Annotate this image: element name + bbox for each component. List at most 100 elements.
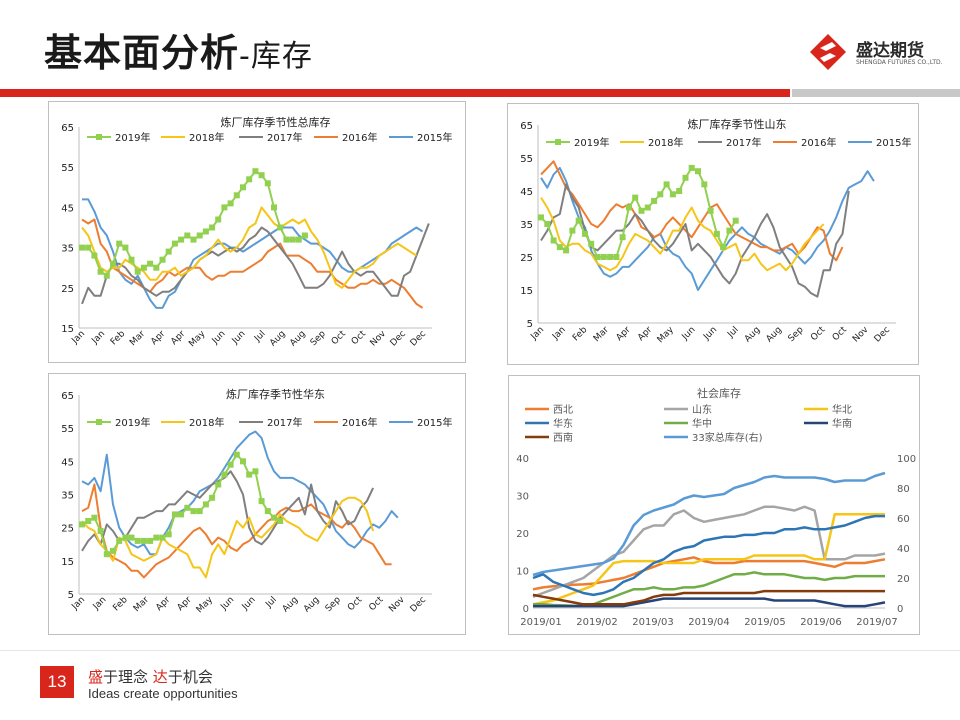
chart-panel-huadong: 炼厂库存季节性华东 5 15 25 35 45 55 65 Jan Jan Feb Mar Apr Apr… bbox=[48, 373, 466, 635]
y-tick-label: 25 bbox=[520, 253, 533, 264]
series-line-2016年 bbox=[81, 218, 424, 309]
series-line-2018年 bbox=[81, 206, 417, 289]
y-tick-label: 55 bbox=[61, 163, 74, 174]
series-line-2016年 bbox=[81, 483, 392, 579]
x-tick-label: 2019/06 bbox=[800, 617, 842, 628]
slogan-en: Ideas create opportunities bbox=[88, 686, 238, 701]
x-tick-label: Nov bbox=[387, 595, 407, 615]
x-tick-label: Aug bbox=[281, 595, 301, 615]
data-point bbox=[190, 236, 197, 243]
x-tick-label: Sep bbox=[324, 595, 343, 614]
y-tick-label: 65 bbox=[61, 391, 74, 402]
data-point bbox=[128, 534, 135, 541]
logo-text-en: SHENGDA FUTURES CO.,LTD. bbox=[856, 59, 943, 66]
x-tick-label: Aug bbox=[743, 325, 763, 345]
data-point bbox=[258, 498, 265, 505]
x-tick-label: Feb bbox=[111, 595, 130, 614]
x-tick-label: Apr bbox=[176, 595, 194, 613]
data-point bbox=[588, 240, 595, 247]
data-point bbox=[110, 547, 116, 554]
data-point bbox=[140, 264, 147, 271]
x-tick-label: Jun bbox=[680, 325, 698, 343]
data-point bbox=[184, 504, 191, 511]
data-point bbox=[171, 240, 178, 247]
legend-label: 2016年 bbox=[342, 416, 377, 429]
y-tick-label: 25 bbox=[61, 524, 74, 535]
data-point bbox=[600, 254, 607, 260]
data-point bbox=[619, 234, 626, 241]
series-line-2017年 bbox=[81, 470, 375, 552]
x-tick-label: Mar bbox=[132, 595, 151, 614]
data-point bbox=[196, 508, 203, 515]
chart-panel-shandong: 炼厂库存季节性山东 5 15 25 35 45 55 65 Jan Jan Feb Mar Apr Apr… bbox=[507, 103, 919, 365]
legend-label: 2016年 bbox=[801, 136, 836, 149]
data-point bbox=[264, 508, 271, 515]
y-tick-label: 35 bbox=[61, 491, 74, 502]
data-point bbox=[676, 188, 683, 194]
legend-label: 2016年 bbox=[342, 131, 377, 144]
y-tick-label: 45 bbox=[61, 203, 74, 214]
data-point bbox=[657, 191, 664, 198]
data-point bbox=[538, 214, 544, 221]
data-point bbox=[240, 184, 246, 191]
x-tick-label: May bbox=[656, 325, 677, 346]
data-point bbox=[116, 537, 123, 544]
data-point bbox=[594, 254, 601, 260]
data-point bbox=[283, 236, 290, 243]
x-tick-label: Apr bbox=[636, 325, 654, 343]
y2-tick-label: 20 bbox=[897, 574, 910, 585]
logo-text-cn: 盛达期货 bbox=[856, 41, 924, 61]
y-tick-label: 0 bbox=[523, 604, 529, 615]
slogan-cn-part3: 达 bbox=[152, 668, 168, 686]
data-point bbox=[159, 534, 166, 541]
x-tick-label: Jan bbox=[91, 595, 109, 613]
data-point bbox=[289, 236, 296, 243]
chart-panel-total: 炼厂库存季节性总库存 15 25 35 45 55 65 Jan Jan Feb Mar Apr Apr… bbox=[48, 101, 466, 363]
page-title: 基本面分析-库存 bbox=[44, 22, 313, 77]
data-point bbox=[153, 264, 160, 271]
data-point bbox=[122, 244, 129, 251]
data-point bbox=[227, 200, 234, 207]
data-point bbox=[575, 217, 582, 224]
series-line-华东 bbox=[532, 514, 885, 597]
series-line-2015年 bbox=[81, 430, 399, 556]
x-tick-label: 2019/04 bbox=[688, 617, 730, 628]
series-line-33家总库存(右) bbox=[532, 471, 886, 577]
x-tick-label: 2019/02 bbox=[576, 617, 618, 628]
logo-mark-icon bbox=[810, 34, 846, 70]
x-tick-label: Apr bbox=[149, 329, 167, 347]
x-tick-label: Jun bbox=[219, 595, 237, 613]
y-tick-label: 15 bbox=[61, 324, 74, 335]
x-tick-label: Dec bbox=[873, 325, 892, 344]
data-point bbox=[295, 236, 302, 243]
legend-marker bbox=[96, 134, 102, 140]
data-point bbox=[79, 244, 85, 251]
data-point bbox=[252, 168, 259, 175]
x-tick-label: Nov bbox=[851, 325, 871, 345]
slogan-cn-part2: 于理念 bbox=[103, 668, 153, 686]
x-tick-label: Aug bbox=[268, 329, 288, 349]
page-title-sub: -库存 bbox=[239, 39, 313, 74]
data-point bbox=[264, 180, 271, 187]
y-tick-label: 35 bbox=[61, 244, 74, 255]
page-number: 13 bbox=[40, 666, 74, 698]
data-point bbox=[215, 216, 222, 223]
legend-label: 33家总库存(右) bbox=[692, 431, 763, 444]
chart-title: 炼厂库存季节性山东 bbox=[688, 117, 787, 131]
x-tick-label: Oct bbox=[350, 329, 368, 347]
data-point bbox=[178, 236, 185, 243]
series-line-2018年 bbox=[81, 496, 375, 579]
data-point bbox=[233, 192, 240, 199]
data-point bbox=[184, 232, 191, 239]
x-tick-label: Aug bbox=[302, 595, 322, 615]
data-point bbox=[221, 204, 228, 211]
data-point bbox=[209, 224, 216, 231]
x-tick-label: Apr bbox=[169, 329, 187, 347]
data-point bbox=[246, 471, 253, 478]
data-point bbox=[110, 260, 116, 267]
x-tick-label: Dec bbox=[409, 595, 428, 614]
data-point bbox=[632, 194, 639, 201]
x-tick-label: Oct bbox=[809, 325, 827, 343]
chart-title: 炼厂库存季节性华东 bbox=[226, 387, 325, 401]
